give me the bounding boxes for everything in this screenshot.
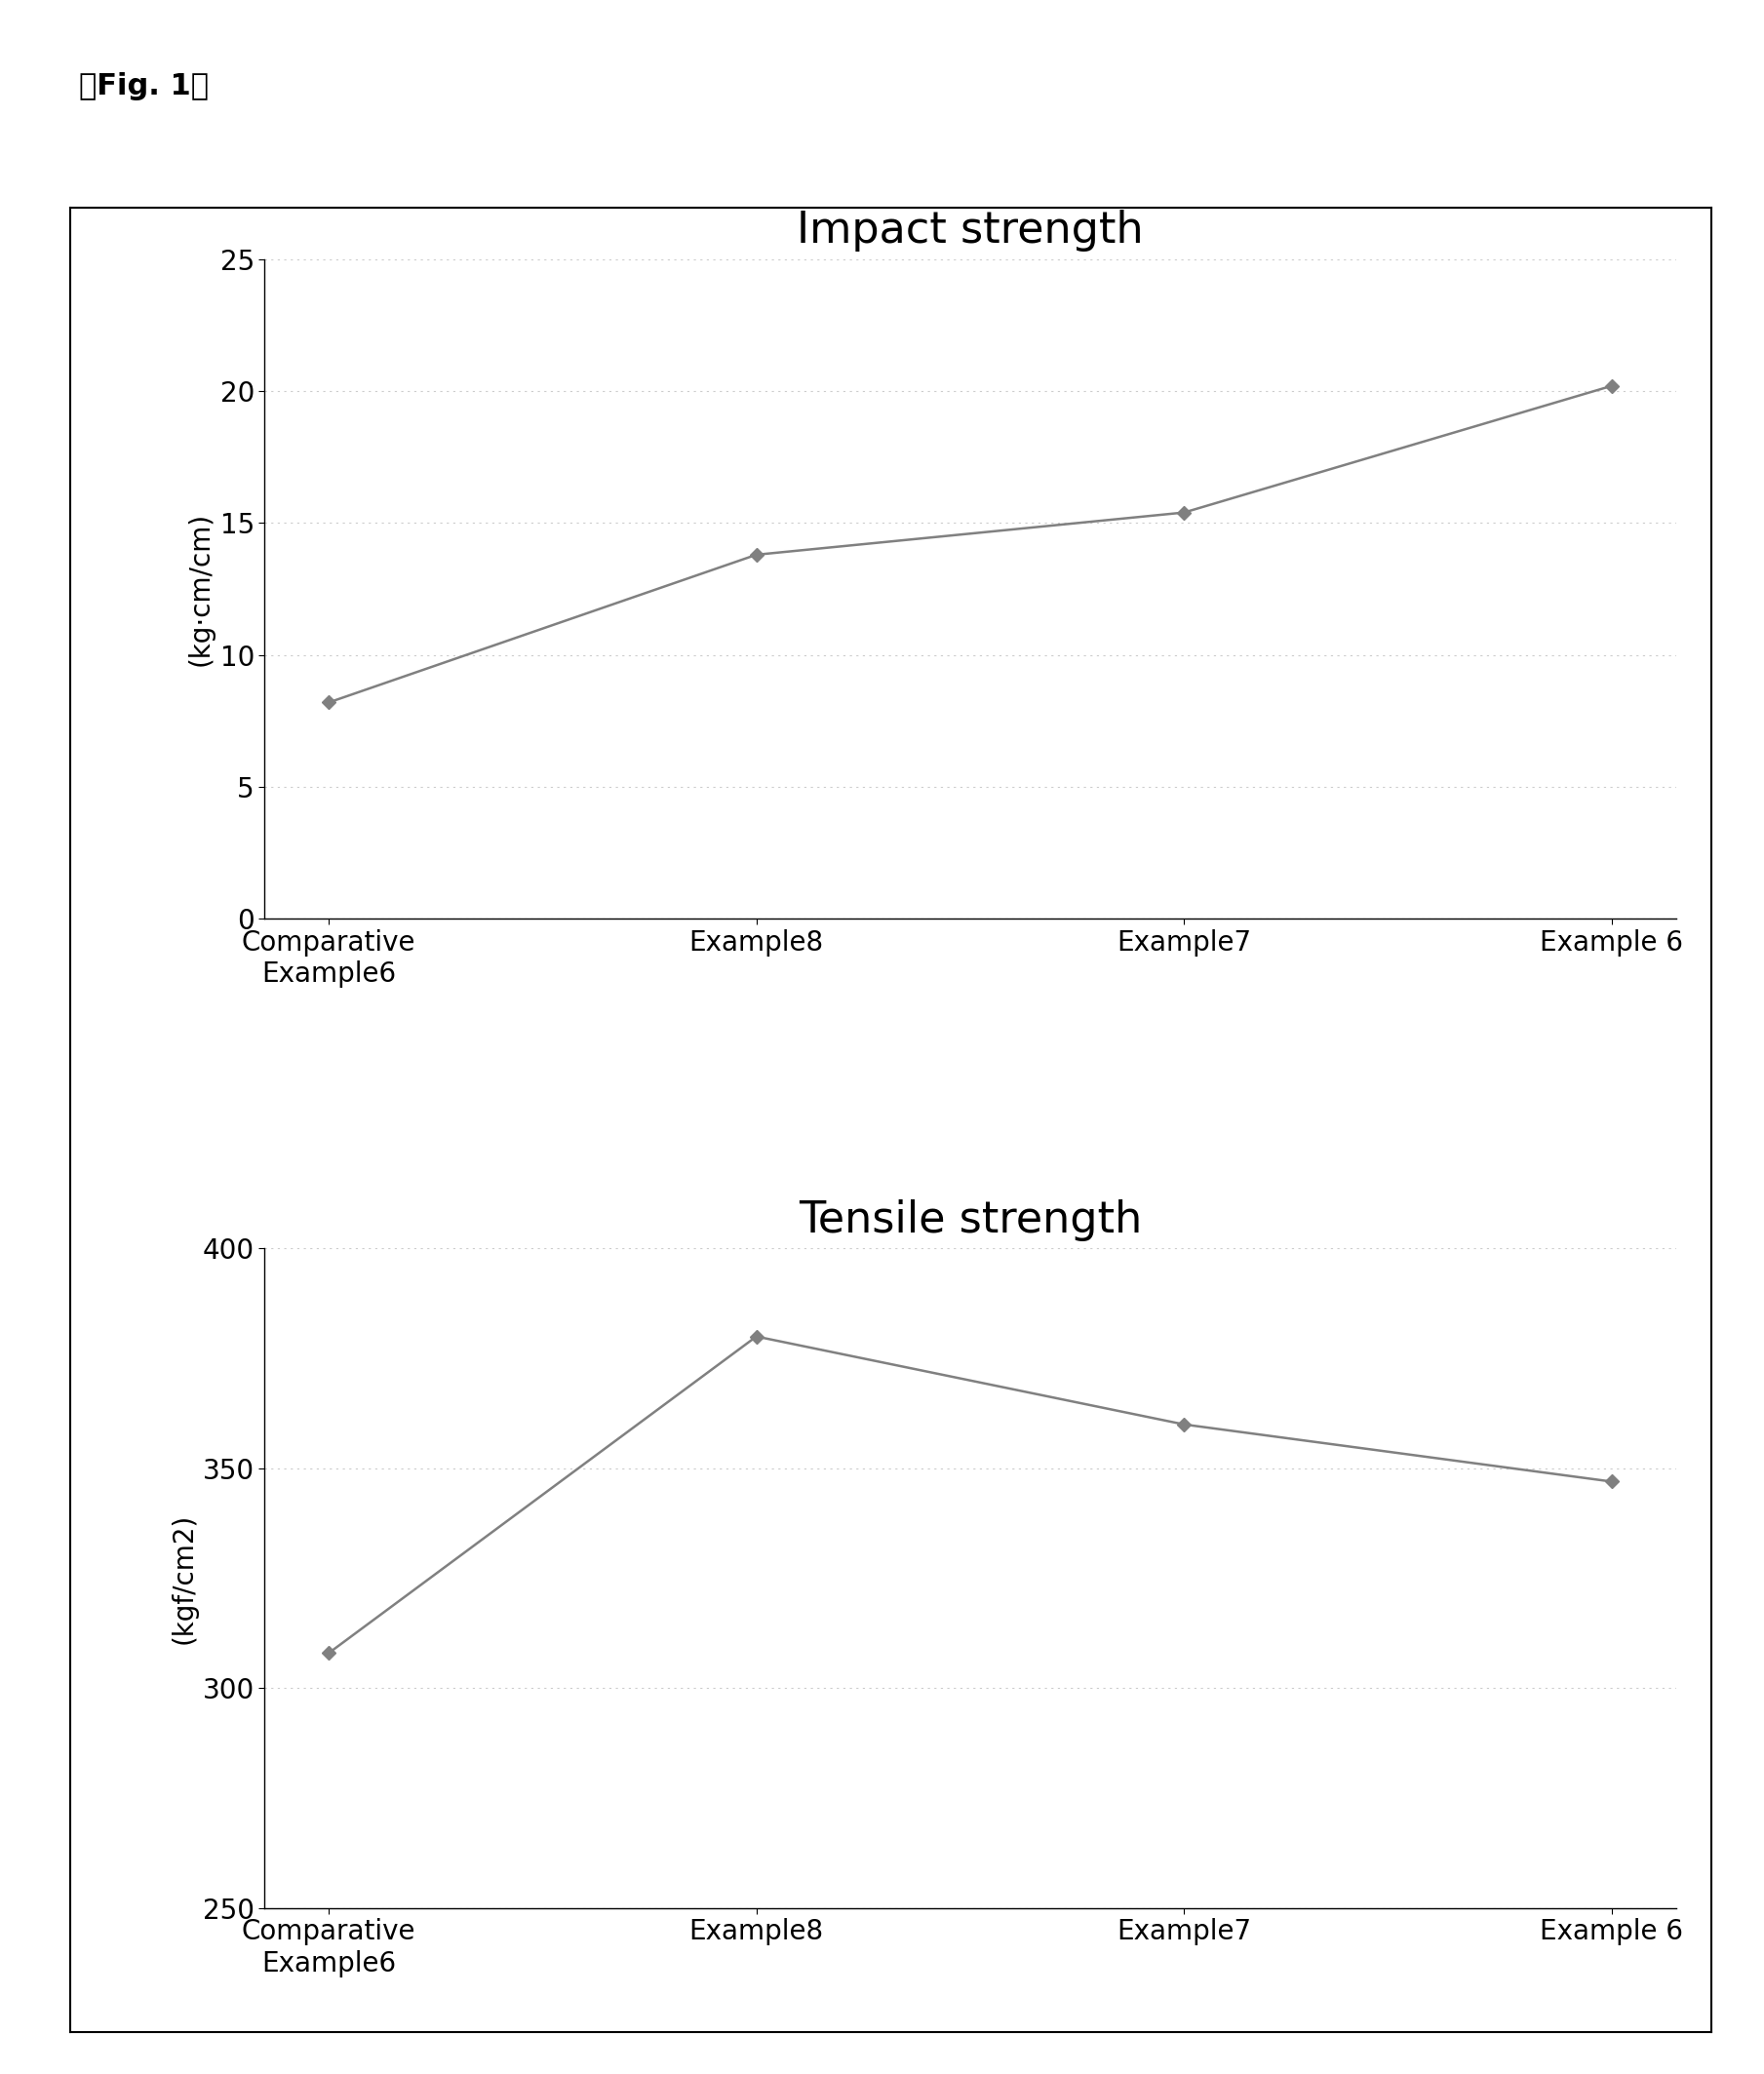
Title: Impact strength: Impact strength	[797, 209, 1143, 251]
Text: 【Fig. 1】: 【Fig. 1】	[79, 73, 210, 102]
Title: Tensile strength: Tensile strength	[799, 1199, 1141, 1240]
Y-axis label: (kg·cm/cm): (kg·cm/cm)	[187, 512, 215, 666]
Y-axis label: (kgf/cm2): (kgf/cm2)	[169, 1512, 198, 1645]
